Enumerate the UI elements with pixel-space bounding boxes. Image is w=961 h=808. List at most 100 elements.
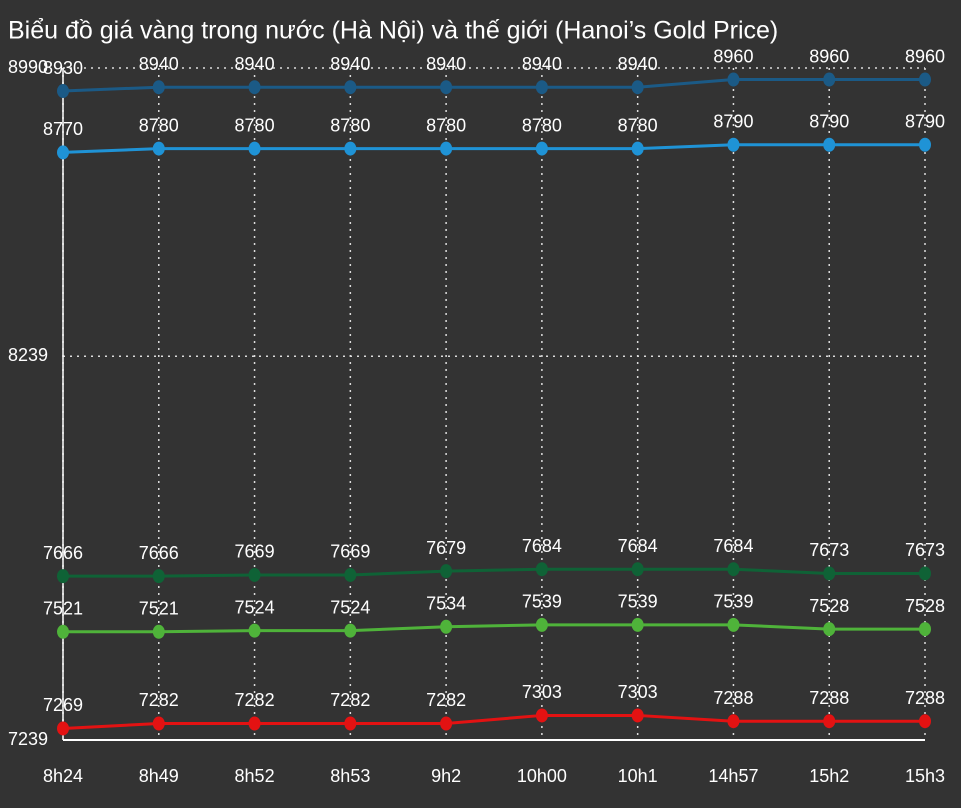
data-label: 7528 bbox=[809, 596, 849, 616]
data-label: 7539 bbox=[618, 592, 658, 612]
data-label: 8940 bbox=[235, 54, 275, 74]
data-label: 7666 bbox=[43, 543, 83, 563]
x-tick-label: 8h52 bbox=[235, 766, 275, 786]
data-point bbox=[535, 141, 548, 156]
data-point bbox=[919, 72, 931, 87]
series-line bbox=[62, 713, 925, 730]
data-label: 7684 bbox=[522, 536, 562, 556]
data-point bbox=[823, 137, 836, 152]
y-tick-label: 7239 bbox=[8, 729, 48, 749]
data-label: 7534 bbox=[426, 594, 466, 614]
data-label: 7282 bbox=[235, 690, 275, 710]
data-point bbox=[152, 716, 165, 731]
data-point bbox=[248, 141, 261, 156]
y-tick-label: 8239 bbox=[8, 345, 48, 365]
data-point bbox=[535, 80, 548, 95]
data-point bbox=[440, 80, 453, 95]
data-point bbox=[57, 569, 69, 584]
data-label: 7528 bbox=[905, 596, 945, 616]
chart-title: Biểu đồ giá vàng trong nước (Hà Nội) và … bbox=[8, 17, 778, 45]
data-label: 7282 bbox=[426, 690, 466, 710]
data-point bbox=[823, 566, 836, 581]
x-tick-label: 10h00 bbox=[517, 766, 567, 786]
data-label: 7669 bbox=[330, 542, 370, 562]
data-label: 8780 bbox=[618, 115, 658, 135]
data-label: 7282 bbox=[330, 690, 370, 710]
x-tick-label: 15h2 bbox=[809, 766, 849, 786]
data-point bbox=[727, 72, 740, 87]
data-point bbox=[727, 562, 740, 577]
data-label: 8940 bbox=[522, 54, 562, 74]
data-point bbox=[535, 562, 548, 577]
data-point bbox=[57, 84, 69, 99]
data-point bbox=[535, 617, 548, 632]
data-point bbox=[727, 617, 740, 632]
data-label: 8780 bbox=[330, 115, 370, 135]
data-label: 7539 bbox=[713, 592, 753, 612]
data-point bbox=[440, 141, 453, 156]
data-label: 7539 bbox=[522, 592, 562, 612]
data-label: 7521 bbox=[43, 599, 83, 619]
data-point bbox=[631, 708, 644, 723]
data-label: 7288 bbox=[809, 688, 849, 708]
data-point bbox=[248, 623, 261, 638]
data-point bbox=[823, 714, 836, 729]
data-label: 7673 bbox=[809, 540, 849, 560]
data-label: 7666 bbox=[139, 543, 179, 563]
data-label: 8780 bbox=[522, 115, 562, 135]
data-point bbox=[57, 721, 69, 736]
data-point bbox=[248, 716, 261, 731]
data-point bbox=[631, 80, 644, 95]
data-point bbox=[152, 624, 165, 639]
data-point bbox=[57, 624, 69, 639]
y-tick-label: 8990 bbox=[8, 57, 48, 77]
x-tick-label: 15h3 bbox=[905, 766, 945, 786]
data-label: 7684 bbox=[618, 536, 658, 556]
data-point bbox=[344, 716, 357, 731]
data-label: 8780 bbox=[139, 115, 179, 135]
data-point bbox=[248, 80, 261, 95]
data-label: 8940 bbox=[330, 54, 370, 74]
data-label: 7684 bbox=[713, 536, 753, 556]
series-line bbox=[62, 143, 925, 154]
data-point bbox=[631, 617, 644, 632]
data-point bbox=[823, 72, 836, 87]
data-point bbox=[152, 80, 165, 95]
data-label: 8960 bbox=[905, 46, 945, 66]
data-point bbox=[727, 137, 740, 152]
data-label: 8940 bbox=[426, 54, 466, 74]
data-point bbox=[152, 569, 165, 584]
data-label: 7673 bbox=[905, 540, 945, 560]
series-line bbox=[62, 78, 925, 93]
data-point bbox=[727, 714, 740, 729]
data-label: 7269 bbox=[43, 695, 83, 715]
data-point bbox=[440, 619, 453, 634]
data-label: 8940 bbox=[139, 54, 179, 74]
data-label: 8790 bbox=[809, 112, 849, 132]
data-label: 8770 bbox=[43, 119, 83, 139]
data-point bbox=[631, 141, 644, 156]
data-point bbox=[919, 137, 931, 152]
data-point bbox=[344, 80, 357, 95]
data-label: 8780 bbox=[235, 115, 275, 135]
data-label: 8960 bbox=[713, 46, 753, 66]
x-tick-label: 8h24 bbox=[43, 766, 83, 786]
data-label: 7679 bbox=[426, 538, 466, 558]
data-label: 8960 bbox=[809, 46, 849, 66]
x-tick-label: 8h49 bbox=[139, 766, 179, 786]
data-point bbox=[440, 716, 453, 731]
data-point bbox=[344, 623, 357, 638]
x-tick-label: 14h57 bbox=[708, 766, 758, 786]
series-line bbox=[63, 567, 925, 578]
data-label: 7669 bbox=[235, 542, 275, 562]
data-label: 7303 bbox=[618, 682, 658, 702]
data-point bbox=[440, 564, 453, 579]
data-point bbox=[57, 145, 69, 160]
data-label: 8940 bbox=[618, 54, 658, 74]
data-label: 7288 bbox=[713, 688, 753, 708]
data-point bbox=[535, 708, 548, 723]
data-label: 7282 bbox=[139, 690, 179, 710]
